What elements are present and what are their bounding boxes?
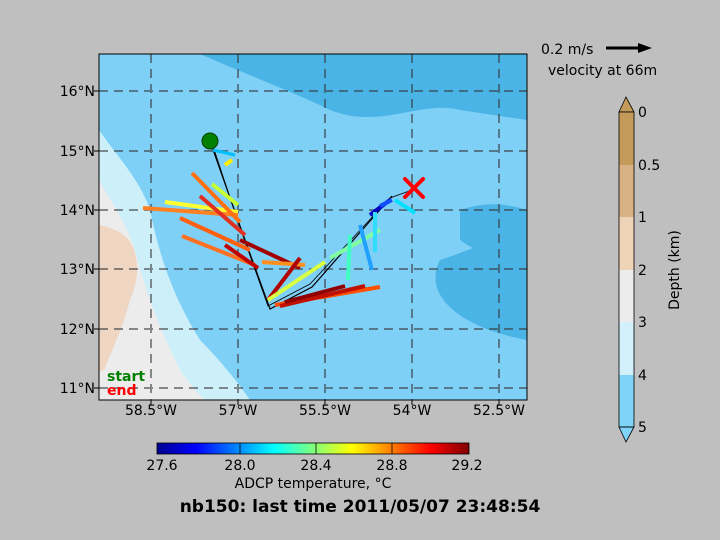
temperature-colorbar: 27.6 28.0 28.4 28.8 29.2 ADCP temperatur…	[146, 442, 483, 492]
temp-tick-label: 28.4	[300, 458, 331, 474]
temp-tick-label: 29.2	[451, 458, 482, 474]
depth-tick-label: 0	[638, 105, 647, 121]
lon-tick-label: 52.5°W	[473, 403, 525, 419]
figure-title: nb150: last time 2011/05/07 23:48:54	[180, 497, 541, 517]
velocity-arrow	[223, 158, 234, 167]
velocity-arrow	[379, 198, 393, 208]
temp-tick-label: 28.8	[376, 458, 407, 474]
deep-patch	[460, 204, 527, 256]
depth-tick-label: 4	[638, 368, 647, 384]
depth-band	[619, 217, 634, 270]
velocity-arrow	[266, 260, 327, 302]
velocity-arrow	[329, 228, 381, 260]
velocity-arrow	[212, 148, 236, 157]
lon-tick-label: 57°W	[219, 403, 258, 419]
depth-tick-label: 5	[638, 420, 647, 436]
land-region	[99, 225, 138, 372]
velocity-key-speed: 0.2 m/s	[541, 42, 593, 58]
velocity-arrow	[179, 216, 251, 252]
end-marker	[403, 177, 425, 199]
lat-tick-label: 14°N	[60, 203, 95, 219]
velocity-arrow	[346, 234, 352, 281]
start-marker	[201, 132, 219, 150]
depth-band	[619, 112, 634, 165]
map-panel: start end 58.5°W 57°W 55.5°W 54°W 52.5°W…	[60, 53, 528, 419]
velocity-arrows	[142, 148, 417, 308]
velocity-arrow	[358, 224, 374, 271]
velocity-arrow	[190, 171, 242, 224]
lat-tick-label: 15°N	[60, 144, 95, 160]
velocity-arrow	[223, 243, 260, 270]
mid-depth-band	[120, 54, 360, 132]
velocity-arrow	[198, 194, 247, 237]
map-frame	[98, 53, 528, 401]
velocity-key: 0.2 m/s velocity at 66m	[541, 42, 657, 79]
bathymetry	[99, 54, 527, 400]
temperature-gradient	[156, 442, 470, 455]
temp-tick-label: 27.6	[146, 458, 177, 474]
depth-tick-label: 3	[638, 315, 647, 331]
velocity-arrow	[261, 260, 306, 267]
legend-end-label: end	[107, 383, 136, 399]
depth-tick-label: 0.5	[638, 158, 660, 174]
lon-tick-label: 55.5°W	[299, 403, 351, 419]
velocity-arrow	[210, 182, 240, 207]
velocity-arrow	[393, 198, 417, 215]
temp-tick-label: 28.0	[224, 458, 255, 474]
temperature-colorbar-label: ADCP temperature, °C	[235, 476, 392, 492]
velocity-arrow	[181, 234, 256, 267]
velocity-arrow	[266, 256, 302, 302]
depth-colorbar: 0 0.5 1 2 3 4 5 Depth (km)	[618, 96, 683, 443]
depth-band	[619, 165, 634, 217]
lat-tick-label: 11°N	[60, 381, 95, 397]
lon-tick-label: 54°W	[393, 403, 432, 419]
lat-tick-label: 16°N	[60, 84, 95, 100]
depth-tick-label: 1	[638, 210, 647, 226]
depth-band	[619, 375, 634, 427]
depth-band	[619, 322, 634, 375]
depth-colorbar-title: Depth (km)	[667, 230, 683, 310]
shallow-region	[99, 180, 205, 400]
lat-tick-label: 12°N	[60, 322, 95, 338]
depth-band	[619, 270, 634, 322]
depth-tick-label: 2	[638, 263, 647, 279]
axis-tick-marks	[94, 90, 500, 405]
velocity-key-label: velocity at 66m	[548, 63, 657, 79]
lon-tick-label: 58.5°W	[125, 403, 177, 419]
lat-tick-label: 13°N	[60, 262, 95, 278]
velocity-arrow	[279, 284, 366, 308]
velocity-arrow	[284, 284, 346, 304]
legend-start-label: start	[107, 369, 145, 385]
